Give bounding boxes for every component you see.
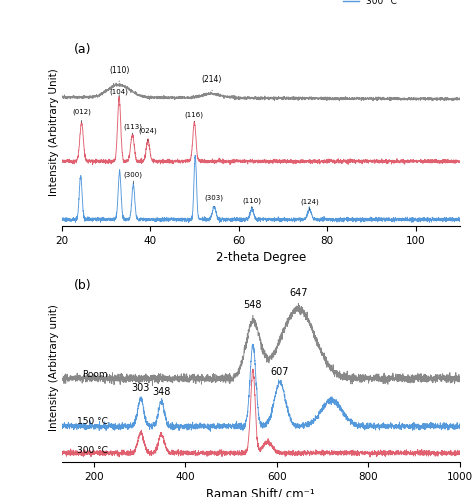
Text: Room: Room <box>82 370 108 379</box>
Text: 150 °C: 150 °C <box>76 416 108 425</box>
Text: (124): (124) <box>300 198 319 210</box>
Text: (110): (110) <box>109 66 129 82</box>
Text: (300): (300) <box>124 172 143 183</box>
Text: 348: 348 <box>152 387 171 397</box>
Y-axis label: Intensity (Arbitrary Unit): Intensity (Arbitrary Unit) <box>49 68 59 196</box>
Text: (b): (b) <box>73 279 91 292</box>
Text: (104): (104) <box>109 88 128 96</box>
Text: (012): (012) <box>72 108 91 122</box>
Text: (214): (214) <box>202 76 222 91</box>
X-axis label: Raman Shift/ cm⁻¹: Raman Shift/ cm⁻¹ <box>206 488 315 497</box>
Text: 647: 647 <box>289 288 308 306</box>
Text: 303: 303 <box>132 383 150 394</box>
Legend: Room temperature, 150 °C, 300 °C: Room temperature, 150 °C, 300 °C <box>339 0 455 9</box>
Text: (110): (110) <box>242 197 261 208</box>
Y-axis label: Intensity (Arbitrary unit): Intensity (Arbitrary unit) <box>49 304 59 431</box>
Text: (a): (a) <box>73 43 91 56</box>
Text: (024): (024) <box>138 127 157 141</box>
Text: 607: 607 <box>271 367 289 377</box>
Text: (113): (113) <box>123 124 142 134</box>
Text: 300 °C: 300 °C <box>76 446 108 455</box>
Text: (116): (116) <box>185 112 204 121</box>
Text: 548: 548 <box>244 300 262 318</box>
Text: (303): (303) <box>205 194 224 207</box>
X-axis label: 2-theta Degree: 2-theta Degree <box>216 251 306 264</box>
